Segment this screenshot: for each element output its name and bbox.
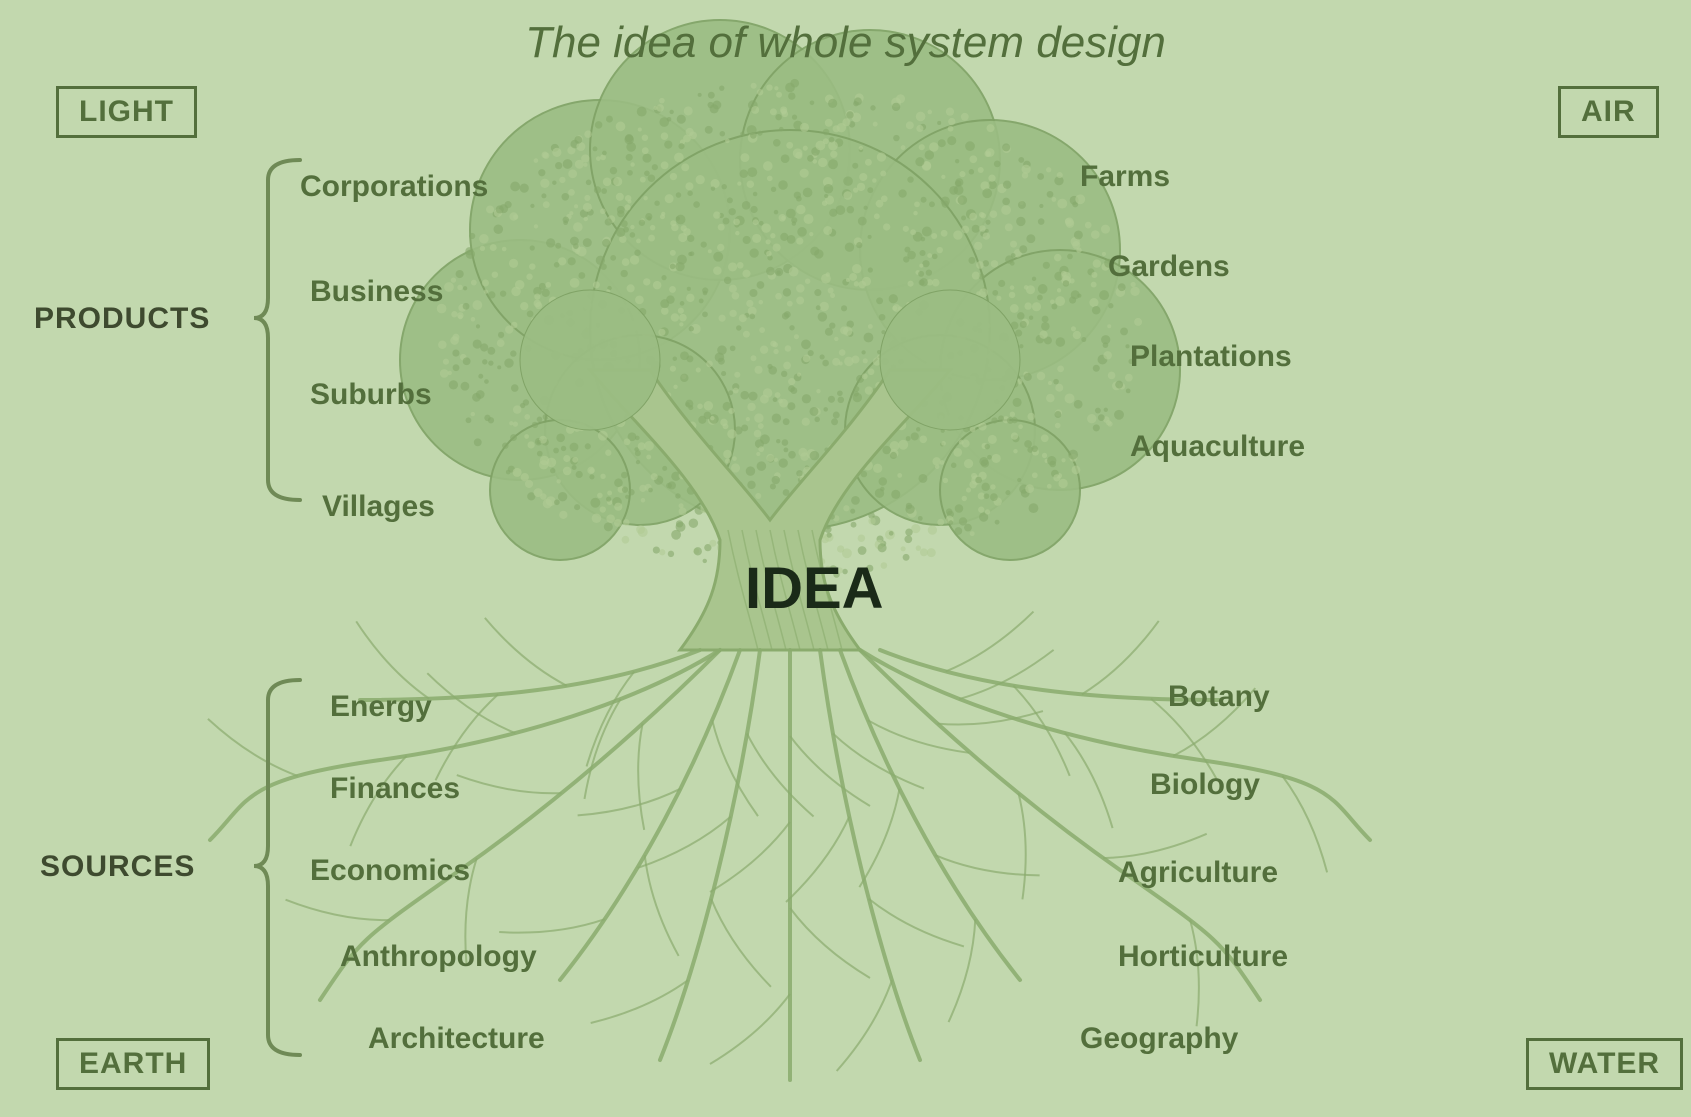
item-sources-right-2: Agriculture [1118, 856, 1278, 890]
section-products: PRODUCTS [34, 302, 210, 336]
root-8 [860, 650, 1370, 840]
canopy-blob-7 [545, 335, 735, 525]
item-sources-left-3: Anthropology [340, 940, 537, 974]
root-3 [660, 650, 760, 1060]
item-sources-left-1: Finances [330, 772, 460, 806]
root-6 [840, 650, 1020, 980]
corner-water: WATER [1526, 1038, 1683, 1090]
item-sources-left-4: Architecture [368, 1022, 545, 1056]
canopy-blob-3 [740, 30, 1000, 290]
item-products-left-0: Corporations [300, 170, 488, 204]
corner-light: LIGHT [56, 86, 197, 138]
canopy-blob-1 [470, 100, 730, 360]
item-products-right-3: Aquaculture [1130, 430, 1305, 464]
canopy-blob-10 [940, 420, 1080, 560]
item-sources-left-2: Economics [310, 854, 470, 888]
center-idea-label: IDEA [745, 555, 884, 622]
canopy-blob-9 [490, 420, 630, 560]
item-products-right-0: Farms [1080, 160, 1170, 194]
item-products-right-2: Plantations [1130, 340, 1292, 374]
item-sources-right-4: Geography [1080, 1022, 1238, 1056]
canopy-blob-4 [860, 120, 1120, 380]
brace-sources [254, 680, 300, 1055]
diagram-title: The idea of whole system design [0, 18, 1691, 68]
diagram-canvas: The idea of whole system design LIGHT AIR… [0, 0, 1691, 1117]
corner-air: AIR [1558, 86, 1659, 138]
canopy-blob-6 [590, 130, 990, 530]
item-sources-left-0: Energy [330, 690, 432, 724]
brace-products [254, 160, 300, 500]
root-2 [560, 650, 740, 980]
canopy-blob-8 [845, 335, 1035, 525]
item-sources-right-1: Biology [1150, 768, 1260, 802]
item-products-left-3: Villages [322, 490, 435, 524]
item-products-left-1: Business [310, 275, 443, 309]
section-sources: SOURCES [40, 850, 195, 884]
root-0 [210, 650, 720, 840]
item-products-right-1: Gardens [1108, 250, 1230, 284]
root-5 [820, 650, 920, 1060]
corner-earth: EARTH [56, 1038, 210, 1090]
item-sources-right-3: Horticulture [1118, 940, 1288, 974]
item-products-left-2: Suburbs [310, 378, 432, 412]
item-sources-right-0: Botany [1168, 680, 1270, 714]
